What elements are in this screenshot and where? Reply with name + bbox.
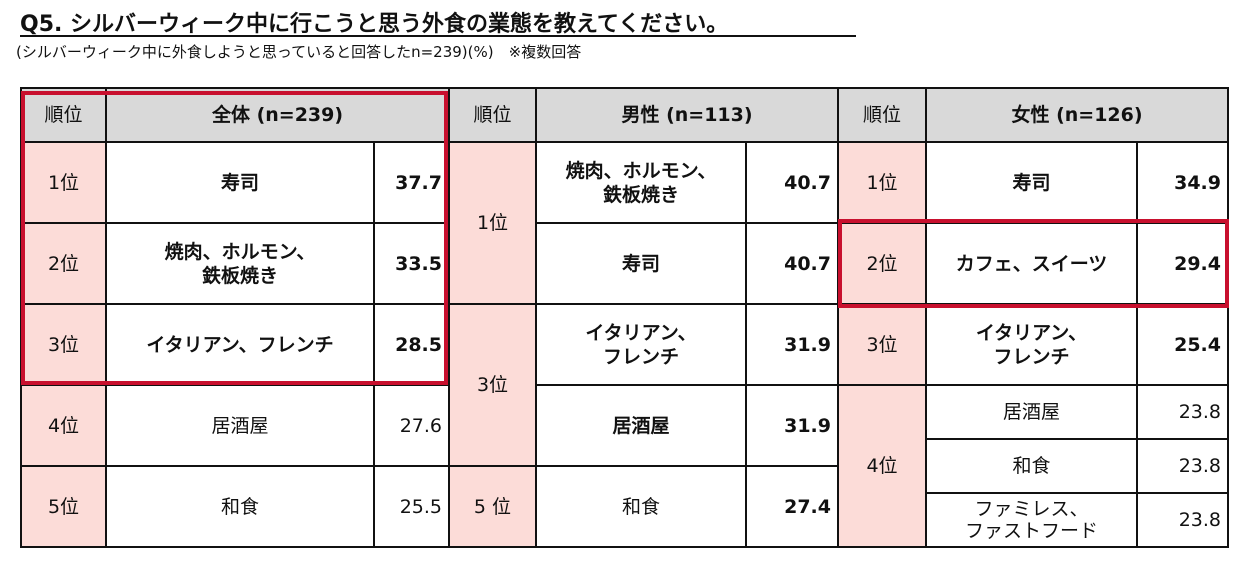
value-cell: 34.9 <box>1136 141 1229 224</box>
rank-header: 順位 <box>448 87 537 143</box>
item-cell: 焼肉、ホルモン、 鉄板焼き <box>535 141 747 224</box>
female-ranking-table: 順位 女性 (n=126) 1位 寿司 34.9 2位 カフェ、スイーツ 29.… <box>837 87 1229 548</box>
item-cell: 和食 <box>105 465 375 548</box>
rank-cell: 3位 <box>20 303 107 386</box>
page-subtitle: (シルバーウィーク中に外食しようと思っていると回答したn=239)(%) ※複数… <box>16 43 582 61</box>
overall-header: 全体 (n=239) <box>105 87 450 143</box>
item-cell: イタリアン、 フレンチ <box>535 303 747 386</box>
male-header: 男性 (n=113) <box>535 87 839 143</box>
value-cell: 23.8 <box>1136 438 1229 494</box>
rank-cell: 2位 <box>837 222 927 305</box>
rank-cell: 4位 <box>837 384 927 548</box>
value-cell: 25.5 <box>373 465 450 548</box>
value-cell: 40.7 <box>745 141 839 224</box>
rank-cell: 5位 <box>20 465 107 548</box>
rank-header: 順位 <box>837 87 927 143</box>
item-cell: 居酒屋 <box>925 384 1138 440</box>
overall-ranking-table: 順位 全体 (n=239) 1位 寿司 37.7 2位 焼肉、ホルモン、 鉄板焼… <box>20 87 450 548</box>
item-cell: イタリアン、フレンチ <box>105 303 375 386</box>
value-cell: 40.7 <box>745 222 839 305</box>
value-cell: 23.8 <box>1136 384 1229 440</box>
male-ranking-table: 順位 男性 (n=113) 1位 焼肉、ホルモン、 鉄板焼き 40.7 寿司 4… <box>448 87 839 548</box>
page-title: Q5. シルバーウィーク中に行こうと思う外食の業態を教えてください。 <box>20 12 729 37</box>
value-cell: 27.4 <box>745 465 839 548</box>
rank-cell: 2位 <box>20 222 107 305</box>
value-cell: 37.7 <box>373 141 450 224</box>
item-cell: 居酒屋 <box>535 384 747 467</box>
item-cell: 和食 <box>925 438 1138 494</box>
value-cell: 28.5 <box>373 303 450 386</box>
female-header: 女性 (n=126) <box>925 87 1229 143</box>
rank-cell: 1位 <box>837 141 927 224</box>
item-cell: 寿司 <box>925 141 1138 224</box>
item-cell: カフェ、スイーツ <box>925 222 1138 305</box>
value-cell: 31.9 <box>745 303 839 386</box>
rank-cell: 3位 <box>448 303 537 467</box>
value-cell: 23.8 <box>1136 492 1229 548</box>
rank-header: 順位 <box>20 87 107 143</box>
rank-cell: 3位 <box>837 303 927 386</box>
rank-cell: 4位 <box>20 384 107 467</box>
value-cell: 31.9 <box>745 384 839 467</box>
value-cell: 29.4 <box>1136 222 1229 305</box>
value-cell: 27.6 <box>373 384 450 467</box>
item-cell: 和食 <box>535 465 747 548</box>
rank-cell: 1位 <box>448 141 537 305</box>
item-cell: 寿司 <box>535 222 747 305</box>
item-cell: ファミレス、 ファストフード <box>925 492 1138 548</box>
item-cell: 居酒屋 <box>105 384 375 467</box>
item-cell: 焼肉、ホルモン、 鉄板焼き <box>105 222 375 305</box>
title-underline <box>20 35 856 37</box>
item-cell: 寿司 <box>105 141 375 224</box>
item-cell: イタリアン、 フレンチ <box>925 303 1138 386</box>
value-cell: 25.4 <box>1136 303 1229 386</box>
value-cell: 33.5 <box>373 222 450 305</box>
rank-cell: 5 位 <box>448 465 537 548</box>
rank-cell: 1位 <box>20 141 107 224</box>
